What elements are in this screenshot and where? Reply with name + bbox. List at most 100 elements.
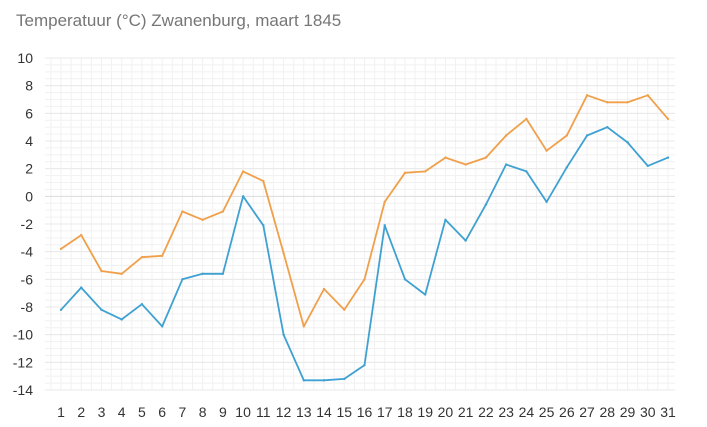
data-point (80, 233, 83, 237)
data-point (646, 94, 649, 97)
data-point (383, 224, 386, 227)
data-point (504, 134, 508, 137)
x-tick-label: 29 (620, 404, 636, 420)
data-point (545, 200, 548, 204)
x-tick-label: 19 (417, 404, 433, 420)
x-tick-label: 27 (579, 404, 595, 420)
y-tick-label: 2 (25, 161, 33, 177)
series-2 (59, 125, 670, 382)
data-point (120, 272, 123, 275)
data-point (444, 156, 447, 159)
data-point (181, 278, 184, 281)
data-point (201, 272, 204, 275)
y-tick-label: 6 (25, 105, 33, 121)
y-tick-label: -14 (13, 382, 33, 398)
y-tick-label: -4 (21, 244, 34, 260)
data-point (221, 210, 225, 213)
data-point (403, 278, 407, 281)
data-point (606, 101, 609, 104)
x-tick-label: 30 (640, 404, 656, 420)
x-tick-label: 13 (296, 404, 312, 420)
x-tick-label: 26 (559, 404, 575, 420)
y-tick-label: -12 (13, 354, 33, 370)
data-point (585, 134, 589, 137)
data-point (525, 170, 528, 173)
x-tick-label: 1 (57, 404, 65, 420)
data-point (444, 218, 447, 222)
data-point (343, 377, 346, 381)
data-point (565, 166, 569, 169)
data-point (646, 164, 649, 168)
data-point (160, 254, 164, 258)
x-tick-label: 16 (357, 404, 373, 420)
data-point (424, 170, 427, 173)
data-point (302, 379, 305, 382)
x-tick-label: 18 (397, 404, 413, 420)
data-point (201, 218, 204, 222)
data-point (363, 363, 366, 367)
x-tick-label: 11 (256, 404, 271, 420)
data-point (545, 149, 548, 152)
data-point (282, 333, 285, 336)
data-point (120, 318, 123, 321)
data-point (140, 303, 144, 306)
x-tick-label: 28 (600, 404, 616, 420)
x-tick-label: 22 (478, 404, 494, 420)
data-point (140, 256, 144, 259)
data-point (282, 251, 285, 255)
y-tick-label: -2 (21, 216, 34, 232)
data-point (181, 210, 184, 213)
x-tick-label: 24 (519, 404, 535, 420)
y-tick-label: -10 (13, 327, 33, 343)
x-tick-label: 2 (77, 404, 85, 420)
data-point (59, 247, 63, 251)
x-tick-label: 6 (158, 404, 166, 420)
data-point (100, 269, 103, 273)
data-point (322, 287, 326, 291)
data-point (302, 325, 305, 328)
x-tick-label: 14 (316, 404, 332, 420)
y-axis: 10 8 6 4 2 0 -2 -4 -6 -8 -10 -12 -14 (13, 50, 33, 398)
x-tick-label: 7 (179, 404, 187, 420)
x-tick-label: 20 (438, 404, 454, 420)
y-tick-label: 4 (25, 133, 33, 149)
y-tick-label: -8 (21, 299, 34, 315)
x-tick-label: 31 (660, 404, 676, 420)
data-point (666, 156, 670, 159)
data-point (484, 156, 488, 159)
chart-title: Temperatuur (°C) Zwanenburg, maart 1845 (16, 11, 342, 30)
data-point (262, 224, 265, 227)
data-point (80, 286, 83, 289)
data-point (464, 239, 467, 242)
data-point (241, 195, 245, 198)
x-tick-label: 8 (199, 404, 207, 420)
data-point (383, 200, 386, 204)
data-point (565, 134, 569, 137)
data-point (525, 117, 528, 121)
y-tick-label: 10 (17, 50, 33, 66)
data-point (100, 308, 103, 311)
data-point (626, 141, 629, 144)
data-point (403, 171, 407, 175)
y-tick-label: 8 (25, 78, 33, 94)
data-point (606, 125, 609, 129)
data-point (59, 308, 63, 311)
data-point (160, 325, 164, 328)
data-point (484, 203, 488, 206)
data-point (424, 293, 427, 296)
data-point (322, 379, 326, 382)
x-tick-label: 5 (138, 404, 146, 420)
data-point (221, 272, 225, 275)
x-tick-label: 25 (539, 404, 555, 420)
data-point (241, 170, 245, 173)
data-point (343, 308, 346, 311)
x-tick-label: 21 (458, 404, 474, 420)
y-tick-label: 0 (25, 188, 33, 204)
data-point (464, 163, 467, 166)
data-point (626, 101, 629, 104)
x-tick-label: 3 (98, 404, 106, 420)
x-tick-label: 12 (276, 404, 292, 420)
data-point (504, 163, 508, 166)
